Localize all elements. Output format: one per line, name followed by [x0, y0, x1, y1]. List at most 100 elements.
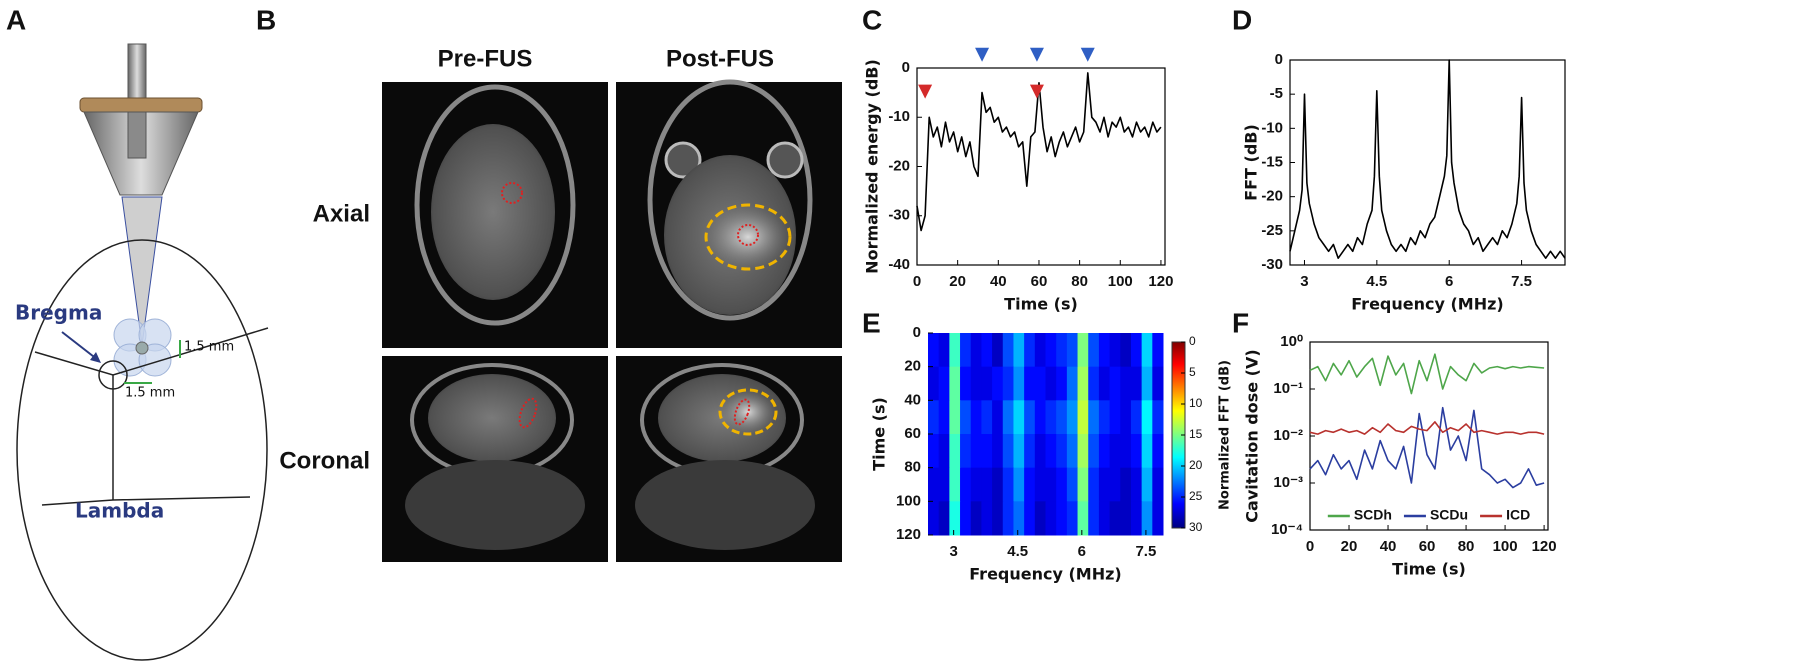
- heatmap-cell: [1034, 467, 1046, 502]
- heatmap-cell: [1141, 333, 1153, 368]
- y-tick-label: 10⁻⁴: [1271, 521, 1303, 538]
- heatmap-cell: [1034, 434, 1046, 469]
- heatmap-cell: [1088, 366, 1100, 401]
- mri-pre-axial: [382, 82, 608, 348]
- heatmap-cell: [1141, 434, 1153, 469]
- bregma-marker: [98, 360, 128, 390]
- legend-label: SCDh: [1354, 507, 1392, 523]
- target-outline: [737, 224, 759, 246]
- heatmap-cell: [1130, 333, 1143, 368]
- event-marker: [975, 47, 990, 62]
- x-tick-label: 20: [949, 273, 966, 290]
- heatmap-cell: [981, 333, 993, 368]
- x-tick-label: 40: [1380, 538, 1397, 555]
- heatmap-cell: [981, 366, 993, 401]
- x-tick-label: 120: [1532, 538, 1557, 555]
- x-tick-label: 100: [1493, 538, 1518, 555]
- heatmap-cell: [1034, 366, 1046, 401]
- skull-outline: [16, 239, 268, 661]
- heatmap-cell: [1024, 366, 1036, 401]
- heatmap-cell: [1045, 501, 1057, 536]
- heatmap-cell: [1098, 333, 1111, 368]
- y-tick-label: -15: [1261, 153, 1283, 170]
- x-tick-label: 4.5: [1366, 273, 1387, 290]
- x-tick-label: 3: [949, 543, 957, 560]
- heatmap-cell: [1013, 400, 1025, 435]
- panel-a: A 1.5 mm 1.5 mm Bregma Lambda: [6, 4, 269, 661]
- heatmap-cell: [992, 400, 1004, 435]
- heatmap-cell: [1002, 434, 1014, 469]
- heatmap-cell: [949, 333, 961, 368]
- heatmap-cell: [960, 333, 972, 368]
- heatmap-cell: [1152, 400, 1164, 435]
- mri-pre-coronal: [382, 356, 608, 562]
- heatmap-cell: [938, 366, 950, 401]
- heatmap-cell: [1098, 467, 1111, 502]
- heatmap-cell: [1109, 366, 1121, 401]
- y-tick-label: 100: [896, 492, 921, 509]
- heatmap-cell: [938, 467, 950, 502]
- heatmap-cell: [970, 467, 982, 502]
- heatmap-cell: [1077, 467, 1089, 502]
- heatmap-cell: [1088, 501, 1100, 536]
- heatmap-cell: [949, 400, 961, 435]
- y-tick-label: 80: [904, 459, 921, 476]
- x-tick-label: 120: [1148, 273, 1173, 290]
- heatmap-cell: [938, 400, 950, 435]
- x-tick-label: 7.5: [1135, 543, 1156, 560]
- legend: SCDh SCDu ICD: [1327, 507, 1530, 523]
- heatmap-cell: [928, 366, 940, 401]
- heatmap-cell: [1024, 400, 1036, 435]
- heatmap-cell: [960, 467, 972, 502]
- chart-line: F Time (s) Cavitation dose (V) 0 20 40 60 80 100…: [1232, 307, 1557, 578]
- brain: [431, 124, 555, 300]
- heatmap-cell: [1088, 467, 1100, 502]
- panel-letter: C: [862, 4, 882, 35]
- heatmap-cell: [1120, 366, 1132, 401]
- transducer-core: [127, 111, 147, 159]
- heatmap-cell: [992, 501, 1004, 536]
- y-tick-label: -20: [888, 157, 910, 174]
- event-marker: [1029, 84, 1044, 99]
- bbb-opening-outline: [704, 203, 792, 271]
- heatmap-cell: [1152, 366, 1164, 401]
- heatmap-cell: [1152, 434, 1164, 469]
- heatmap-cell: [1152, 501, 1164, 536]
- y-tick-label: -20: [1261, 188, 1283, 205]
- heatmap-cell: [1024, 434, 1036, 469]
- lambda-label: Lambda: [75, 499, 164, 523]
- heatmap-cell: [1056, 333, 1068, 368]
- heatmap-cell: [1120, 501, 1132, 536]
- heatmap-cell: [970, 333, 982, 368]
- lambdoid-suture: [41, 496, 251, 506]
- bregma-label: Bregma: [15, 301, 102, 325]
- heatmap-cell: [1098, 366, 1111, 401]
- colorbar-tick-label: 5: [1189, 365, 1196, 379]
- heatmap-cell: [1024, 467, 1036, 502]
- transducer-shaft: [127, 43, 147, 100]
- event-marker: [1080, 47, 1095, 62]
- focus: [135, 341, 149, 355]
- heatmap-cell: [938, 434, 950, 469]
- heatmap-cell: [1120, 333, 1132, 368]
- heatmap-cell: [1045, 366, 1057, 401]
- colorbar-tick-label: 30: [1189, 520, 1203, 534]
- heatmap-cell: [1130, 467, 1143, 502]
- heatmap-cell: [1013, 333, 1025, 368]
- heatmap-cell: [1045, 333, 1057, 368]
- heatmap-cell: [1056, 501, 1068, 536]
- heatmap-cell: [1098, 501, 1111, 536]
- heatmap-cell: [1045, 467, 1057, 502]
- heatmap-cell: [970, 434, 982, 469]
- heatmap-cell: [1056, 400, 1068, 435]
- heatmap-cell: [1088, 400, 1100, 435]
- series-line: [1309, 421, 1545, 435]
- heatmap-cell: [1120, 400, 1132, 435]
- heatmap-cell: [1130, 366, 1143, 401]
- heatmap-cell: [1109, 434, 1121, 469]
- heatmap-cell: [1130, 434, 1143, 469]
- heatmap-cell: [1066, 400, 1079, 435]
- x-tick-label: 60: [1419, 538, 1436, 555]
